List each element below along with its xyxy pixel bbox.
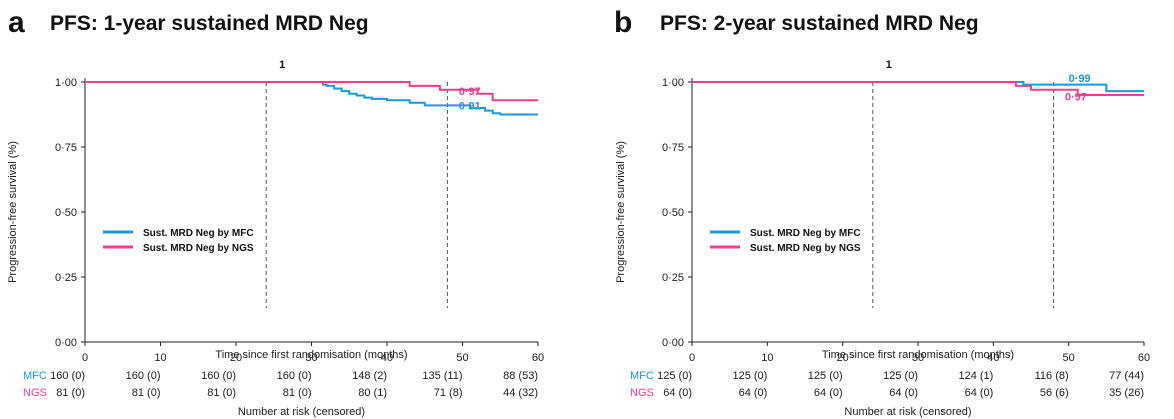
risk-cell: 81 (0) [283,387,312,399]
x-tick-label: 30 [305,352,317,364]
risk-cell: 125 (0) [883,370,918,382]
y-tick-label: 0·00 [55,337,77,349]
risk-cell: 125 (0) [808,370,843,382]
x-tick-label: 20 [837,352,849,364]
x-tick-label: 0 [82,352,88,364]
y-tick-label: 0·50 [55,207,77,219]
panel-b: b PFS: 2-year sustained MRD Neg 0·00 0·25 0·… [614,6,1150,418]
legend-label-mfc: Sust. MRD Neg by MFC [750,228,861,239]
risk-cell: 81 (0) [207,387,236,399]
panel-title: PFS: 2-year sustained MRD Neg [660,12,979,35]
risk-cell: 160 (0) [201,370,236,382]
risk-row-label-mfc: MFC [630,370,654,382]
risk-table-title: Number at risk (censored) [238,406,365,418]
risk-cell: 125 (0) [732,370,767,382]
risk-row-label-ngs: NGS [630,387,654,399]
y-tick-label: 0·25 [662,272,684,284]
risk-cell: 125 (0) [657,370,692,382]
risk-cell: 124 (1) [958,370,993,382]
risk-cell: 81 (0) [132,387,161,399]
risk-row-label-ngs: NGS [23,387,47,399]
risk-cell: 160 (0) [50,370,85,382]
reference-line-label: 1 [279,59,285,71]
risk-cell: 64 (0) [889,387,918,399]
risk-cell: 71 (8) [434,387,463,399]
y-axis-label: Progression-free survival (%) [7,141,19,283]
x-tick-label: 50 [1063,352,1075,364]
panel-a: a PFS: 1-year sustained MRD Neg 0·00 0·25 0·… [7,6,544,418]
risk-cell: 64 (0) [965,387,994,399]
series-line-mfc [85,81,538,116]
y-tick-label: 1·00 [55,77,77,89]
risk-cell: 88 (53) [503,370,538,382]
panel-title: PFS: 1-year sustained MRD Neg [50,12,369,35]
legend-label-ngs: Sust. MRD Neg by NGS [750,243,861,254]
risk-cell: 44 (32) [503,387,538,399]
panel-letter: b [614,6,632,39]
risk-cell: 35 (26) [1109,387,1144,399]
x-axis-label: Time since first randomisation (months) [822,349,1014,361]
annotation-ngs: 0·97 [459,86,481,98]
reference-line-label: 1 [886,59,892,71]
risk-cell: 64 (0) [814,387,843,399]
legend-label-ngs: Sust. MRD Neg by NGS [143,243,254,254]
annotation-ngs: 0·97 [1065,91,1087,103]
risk-cell: 56 (6) [1040,387,1069,399]
x-tick-label: 60 [1138,352,1150,364]
x-tick-label: 20 [230,352,242,364]
y-tick-label: 0·75 [55,142,77,154]
x-tick-label: 50 [456,352,468,364]
risk-cell: 77 (44) [1109,370,1144,382]
risk-cell: 148 (2) [352,370,387,382]
risk-cell: 135 (11) [422,370,462,382]
risk-cell: 160 (0) [277,370,312,382]
risk-cell: 81 (0) [56,387,85,399]
y-tick-label: 0·00 [662,337,684,349]
x-tick-label: 30 [912,352,924,364]
risk-cell: 116 (8) [1035,370,1069,382]
series-line-ngs [692,81,1144,96]
series-line-ngs [85,81,538,102]
y-tick-label: 0·25 [55,272,77,284]
x-tick-label: 10 [154,352,166,364]
y-tick-label: 1·00 [662,77,684,89]
x-axis-label: Time since first randomisation (months) [215,349,407,361]
risk-cell: 80 (1) [358,387,387,399]
x-tick-label: 0 [689,352,695,364]
y-tick-label: 0·50 [662,207,684,219]
panel-letter: a [8,6,25,39]
x-tick-label: 40 [381,352,393,364]
risk-cell: 64 (0) [739,387,768,399]
x-tick-label: 60 [532,352,544,364]
risk-table-title: Number at risk (censored) [844,406,971,418]
legend-label-mfc: Sust. MRD Neg by MFC [143,228,254,239]
annotation-mfc: 0·99 [1069,73,1091,85]
annotation-mfc: 0·91 [459,100,481,112]
y-axis-label: Progression-free survival (%) [615,141,627,283]
x-tick-label: 40 [987,352,999,364]
risk-row-label-mfc: MFC [23,370,47,382]
risk-cell: 160 (0) [126,370,161,382]
y-tick-label: 0·75 [662,142,684,154]
x-tick-label: 10 [761,352,773,364]
risk-cell: 64 (0) [663,387,692,399]
series-line-mfc [692,81,1144,93]
